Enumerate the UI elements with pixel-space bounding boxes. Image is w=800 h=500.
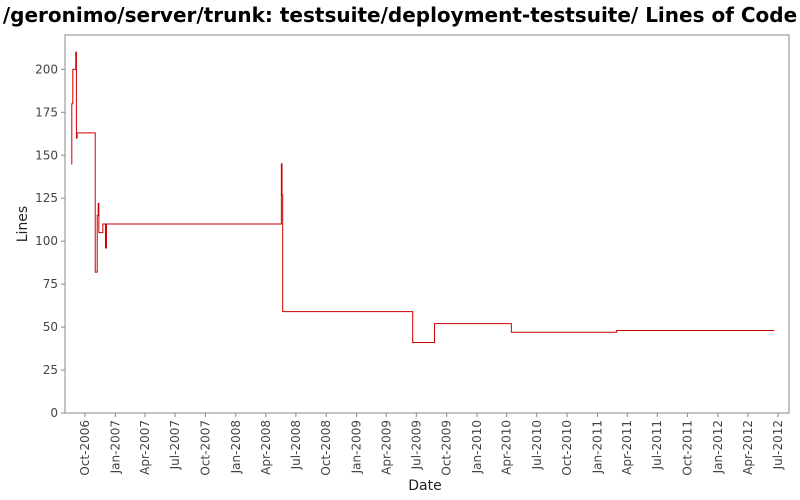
x-tick-label: Oct-2009 [440, 420, 454, 476]
y-tick-label: 25 [43, 363, 58, 377]
x-tick-label: Jul-2008 [289, 420, 303, 470]
x-tick-label: Apr-2008 [259, 420, 273, 475]
y-axis-label: Lines [15, 206, 31, 242]
x-tick-label: Jan-2009 [350, 420, 364, 474]
y-tick-label: 75 [43, 277, 58, 291]
x-tick-label: Apr-2007 [138, 420, 152, 475]
x-axis-label: Date [408, 478, 441, 494]
x-tick-label: Jan-2010 [470, 420, 484, 474]
x-tick-label: Jul-2007 [168, 420, 182, 470]
x-tick-label: Jan-2012 [711, 420, 725, 474]
chart-title: /geronimo/server/trunk: testsuite/deploy… [3, 3, 797, 27]
y-tick-label: 125 [35, 191, 58, 205]
x-tick-label: Oct-2011 [681, 420, 695, 476]
x-tick-label: Jul-2012 [771, 420, 785, 470]
y-tick-label: 175 [35, 105, 58, 119]
x-tick-label: Apr-2009 [379, 420, 393, 475]
x-tick-label: Jul-2009 [409, 420, 423, 470]
x-tick-label: Jan-2008 [229, 420, 243, 474]
series-line [71, 51, 775, 344]
x-tick-label: Oct-2007 [198, 420, 212, 476]
x-tick-label: Apr-2010 [500, 420, 514, 475]
x-tick-label: Jan-2007 [108, 420, 122, 474]
x-tick-label: Apr-2011 [620, 420, 634, 475]
y-tick-label: 200 [35, 62, 58, 76]
x-axis: Oct-2006 Jan-2007 Apr-2007 Jul-2007 Oct-2007… [78, 413, 785, 476]
x-tick-label: Oct-2010 [560, 420, 574, 476]
x-tick-label: Oct-2008 [319, 420, 333, 476]
x-tick-label: Oct-2006 [78, 420, 92, 476]
y-tick-label: 50 [43, 320, 58, 334]
x-tick-label: Apr-2012 [741, 420, 755, 475]
y-tick-label: 100 [35, 234, 58, 248]
x-tick-label: Jul-2011 [650, 420, 664, 470]
y-axis: 0 25 50 75 100 125 150 175 200 [35, 62, 65, 420]
y-tick-label: 150 [35, 148, 58, 162]
x-tick-label: Jan-2011 [590, 420, 604, 474]
x-tick-label: Jul-2010 [530, 420, 544, 470]
y-tick-label: 0 [50, 406, 58, 420]
plot-area [64, 34, 790, 414]
